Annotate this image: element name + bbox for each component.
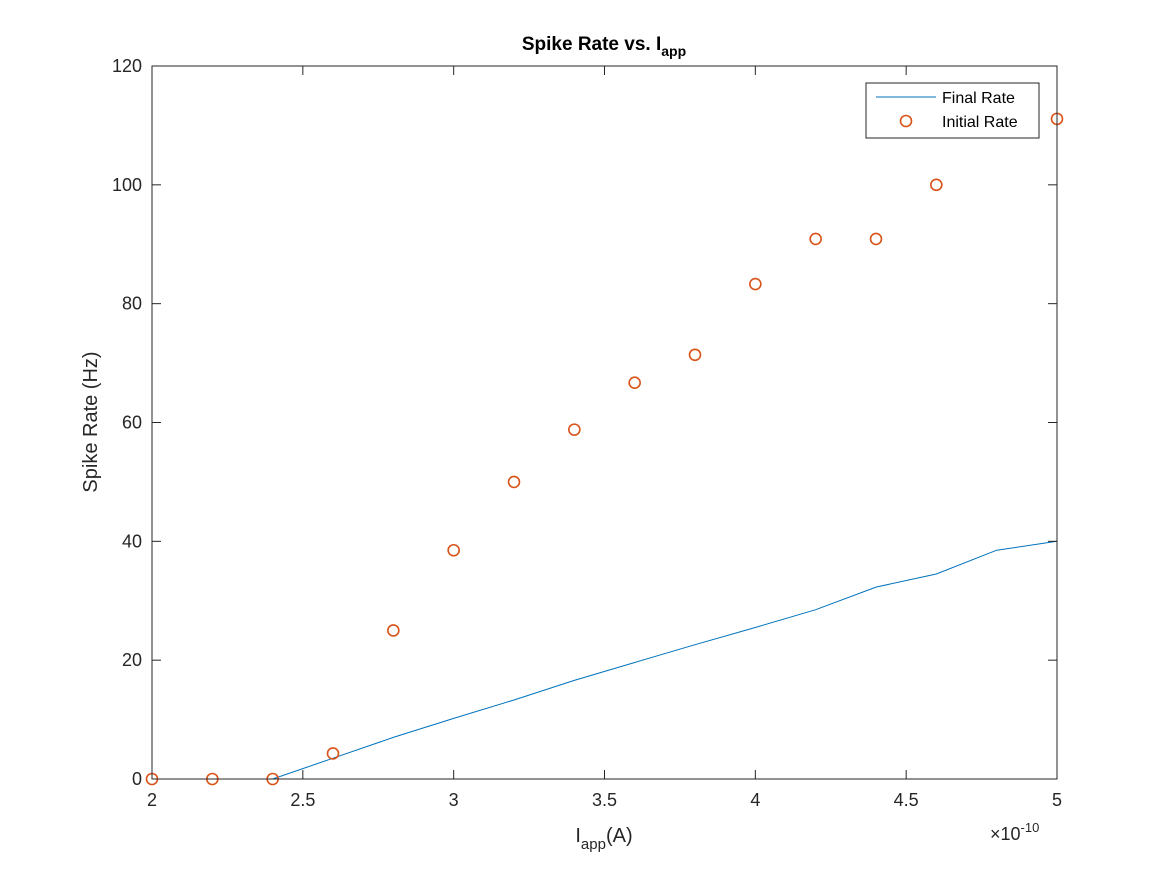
y-tick-label: 20 xyxy=(122,650,142,670)
y-tick-label: 0 xyxy=(132,769,142,789)
y-tick-label: 40 xyxy=(122,531,142,551)
chart-title-main: Spike Rate vs. I xyxy=(522,34,661,55)
x-tick-label: 4.5 xyxy=(894,790,919,810)
x-tick-label: 5 xyxy=(1052,790,1062,810)
x-tick-label: 4 xyxy=(750,790,760,810)
x-axis-label-unit: (A) xyxy=(606,825,633,847)
point-initial-rate xyxy=(930,178,943,192)
series-line-final-rate xyxy=(152,540,1058,780)
point-initial-rate xyxy=(809,232,822,246)
x-tick-label: 3 xyxy=(449,790,459,810)
x-tick-label: 3.5 xyxy=(592,790,617,810)
axis-ticks: 2 2.5 3 3.5 4 4.5 5 0 20 40 60 80 100 120 xyxy=(112,56,1062,810)
chart-title-subscript: app xyxy=(661,43,686,59)
y-axis-label: Spike Rate (Hz) xyxy=(80,351,102,492)
legend-box xyxy=(865,82,1040,139)
point-initial-rate xyxy=(447,543,460,557)
plot-area xyxy=(152,66,1057,779)
y-tick-label: 120 xyxy=(112,56,142,76)
x-exponent-power: -10 xyxy=(1021,820,1040,835)
x-exponent-base: ×10 xyxy=(990,824,1021,844)
y-tick-label: 60 xyxy=(122,413,142,433)
legend: Final Rate Initial Rate xyxy=(865,82,1040,139)
point-initial-rate xyxy=(869,232,883,246)
x-tick-label: 2.5 xyxy=(290,790,315,810)
point-initial-rate xyxy=(749,277,762,291)
legend-swatch-initial-rate xyxy=(899,114,913,128)
point-initial-rate xyxy=(326,747,340,760)
y-tick-label: 100 xyxy=(112,175,142,195)
legend-label-initial-rate: Initial Rate xyxy=(942,114,1018,131)
y-tick-label: 80 xyxy=(122,294,142,314)
chart-marks xyxy=(145,112,1064,786)
x-axis-label: Iapp(A) xyxy=(575,825,632,853)
point-initial-rate xyxy=(628,376,641,389)
point-initial-rate xyxy=(568,423,581,436)
x-tick-label: 2 xyxy=(147,790,157,810)
chart-title: Spike Rate vs. Iapp xyxy=(522,34,686,59)
x-axis-label-main: I xyxy=(575,825,581,847)
x-axis-label-subscript: app xyxy=(581,836,606,853)
x-exponent-label: ×10-10 xyxy=(990,820,1039,844)
point-initial-rate xyxy=(507,475,521,489)
legend-label-final-rate: Final Rate xyxy=(942,90,1015,107)
point-initial-rate xyxy=(387,624,400,637)
point-initial-rate xyxy=(688,348,702,362)
